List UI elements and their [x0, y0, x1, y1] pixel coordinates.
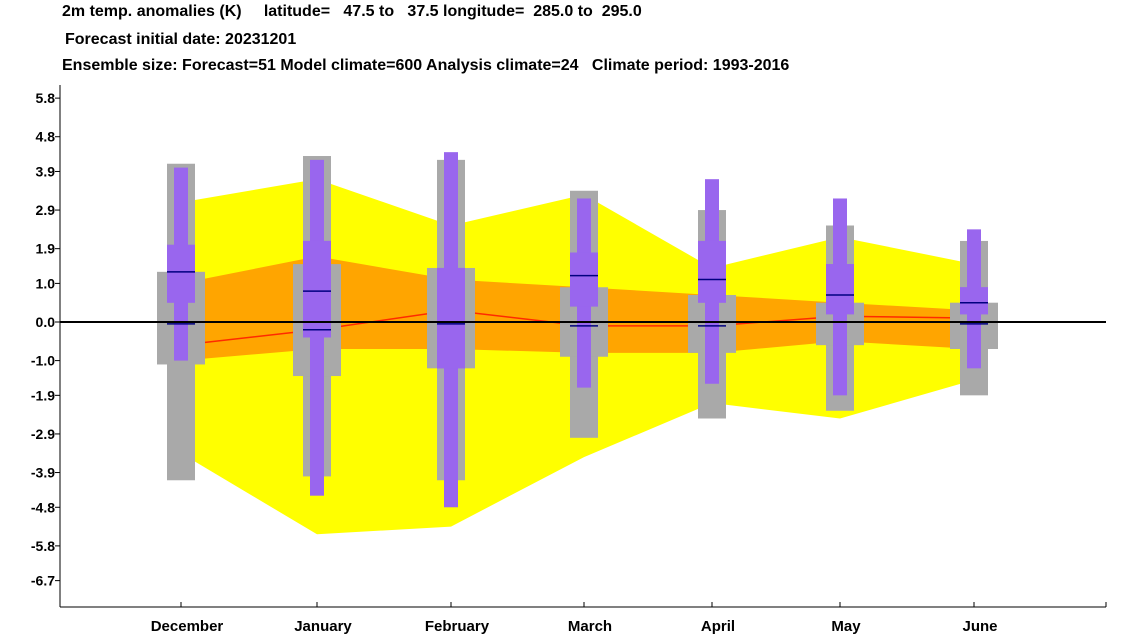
- x-tick-label: January: [294, 618, 352, 635]
- y-tick-label: 3.9: [36, 163, 56, 179]
- y-tick-label: -1.9: [31, 387, 55, 403]
- x-tick-label: May: [831, 618, 861, 635]
- forecast-initial-date: Forecast initial date: 20231201: [65, 31, 297, 48]
- ensemble-size-info: Ensemble size: Forecast=51 Model climate…: [62, 57, 790, 74]
- forecast-box: [698, 240, 726, 303]
- y-tick-label: -4.8: [31, 499, 55, 515]
- y-tick-label: 4.8: [36, 129, 56, 145]
- x-tick-label: December: [151, 618, 224, 635]
- forecast-box: [826, 264, 854, 315]
- y-tick-label: -1.0: [31, 353, 55, 369]
- forecast-box: [960, 287, 988, 315]
- forecast-box: [437, 267, 465, 369]
- axes: 5.8 4.8 3.9 2.9 1.9 1.0 0.0 -1.0 -1.9 -2.9 -3.9 -4.…: [31, 85, 1107, 635]
- y-tick-label: 0.0: [36, 314, 56, 330]
- box-plots: [157, 152, 998, 508]
- y-tick-label: 1.0: [36, 275, 56, 291]
- y-tick-label: -3.9: [31, 465, 55, 481]
- y-tick-label: -5.8: [31, 538, 55, 554]
- y-tick-label: -2.9: [31, 426, 55, 442]
- y-tick-label: 1.9: [36, 241, 56, 257]
- forecast-box: [167, 244, 195, 303]
- x-tick-label: June: [962, 618, 997, 635]
- y-tick-label: 2.9: [36, 202, 56, 218]
- x-tick-label: April: [701, 618, 735, 635]
- forecast-box: [570, 252, 598, 307]
- chart-title: 2m temp. anomalies (K) latitude= 47.5 to…: [62, 3, 642, 20]
- y-tick-label: 5.8: [36, 90, 56, 106]
- y-tick-label: -6.7: [31, 573, 55, 589]
- x-tick-label: February: [425, 618, 490, 635]
- x-tick-label: March: [568, 618, 612, 635]
